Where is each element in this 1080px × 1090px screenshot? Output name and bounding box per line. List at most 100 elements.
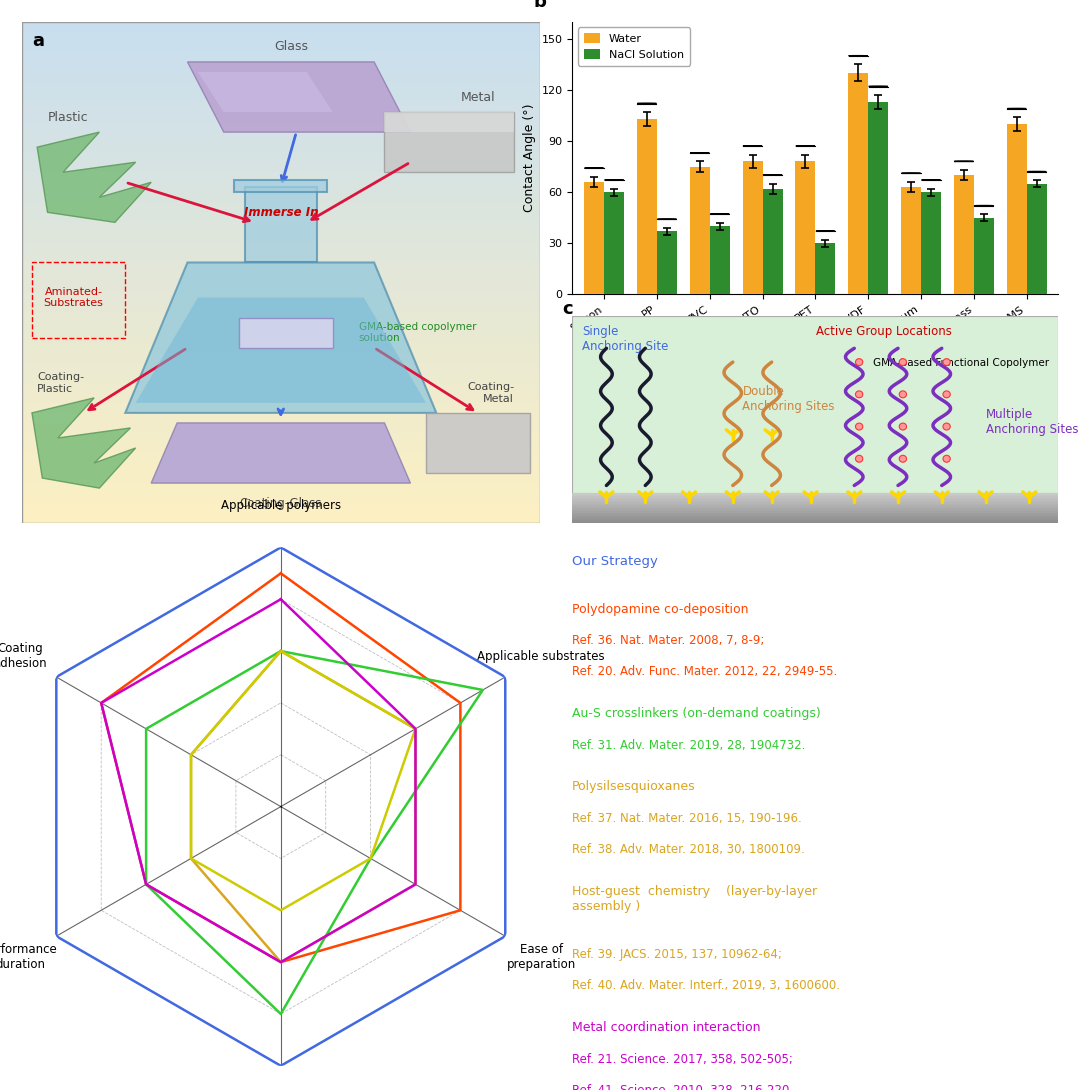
Bar (22, 413, 540, 423)
Bar (604, 192, 624, 294)
Ellipse shape (855, 359, 863, 365)
Bar (22, 253, 540, 263)
Polygon shape (37, 132, 151, 222)
Text: Ref. 36. Nat. Mater. 2008, 7, 8-9;: Ref. 36. Nat. Mater. 2008, 7, 8-9; (571, 634, 764, 647)
Text: Metal coordination interaction: Metal coordination interaction (571, 1021, 760, 1034)
Bar (22, 132, 540, 142)
Text: Aminated-
Substrates: Aminated- Substrates (43, 287, 104, 308)
Legend: Water, NaCl Solution: Water, NaCl Solution (578, 27, 690, 65)
Bar (572, 506, 1058, 507)
Bar (1027, 183, 1047, 294)
Bar (572, 500, 1058, 502)
Bar (22, 52, 540, 62)
Text: Host-guest  chemistry    (layer-by-layer
assembly ): Host-guest chemistry (layer-by-layer ass… (571, 885, 816, 913)
Text: Coating-
Metal: Coating- Metal (467, 382, 514, 403)
Ellipse shape (900, 456, 906, 462)
Polygon shape (32, 398, 136, 488)
Bar (22, 453, 540, 463)
Text: Glass: Glass (274, 40, 308, 53)
Bar (22, 313, 540, 323)
Bar (22, 112, 540, 122)
Text: Ref. 20. Adv. Func. Mater. 2012, 22, 2949-55.: Ref. 20. Adv. Func. Mater. 2012, 22, 294… (571, 665, 837, 678)
Bar (572, 496, 1058, 498)
Bar (22, 443, 540, 453)
Polygon shape (384, 112, 514, 172)
Bar (22, 353, 540, 363)
Text: Ease of
preparation: Ease of preparation (507, 943, 576, 971)
Bar (572, 511, 1058, 512)
Bar (572, 512, 1058, 514)
Bar (22, 153, 540, 162)
Bar (572, 495, 1058, 496)
Bar (572, 518, 1058, 519)
FancyBboxPatch shape (572, 316, 1058, 494)
Bar (22, 162, 540, 172)
Bar (710, 227, 730, 294)
Ellipse shape (943, 456, 950, 462)
FancyBboxPatch shape (234, 180, 327, 192)
Bar (22, 513, 540, 523)
Bar (22, 433, 540, 443)
Bar (22, 192, 540, 203)
Polygon shape (151, 423, 410, 483)
Text: Ref. 38. Adv. Mater. 2018, 30, 1800109.: Ref. 38. Adv. Mater. 2018, 30, 1800109. (571, 844, 805, 857)
Polygon shape (125, 263, 436, 413)
Bar (22, 102, 540, 112)
Bar (22, 403, 540, 413)
Bar (572, 494, 1058, 495)
Bar (22, 504, 540, 513)
Text: Our Strategy: Our Strategy (571, 556, 658, 569)
Bar (572, 516, 1058, 518)
Bar (921, 192, 941, 294)
Bar (22, 332, 540, 342)
Polygon shape (136, 298, 426, 403)
Bar (22, 483, 540, 493)
Bar (1007, 124, 1027, 294)
Text: GMA-based copolymer
solution: GMA-based copolymer solution (359, 322, 476, 343)
Text: b: b (534, 0, 546, 11)
Bar (22, 263, 540, 272)
Bar (22, 493, 540, 504)
Text: Immerse In: Immerse In (244, 206, 318, 219)
Bar (22, 242, 540, 253)
Ellipse shape (943, 423, 950, 429)
Bar (22, 383, 540, 392)
Bar (815, 243, 836, 294)
Text: Au-S crosslinkers (on-demand coatings): Au-S crosslinkers (on-demand coatings) (571, 707, 821, 720)
Bar (795, 161, 815, 294)
Text: Ref. 21. Science. 2017, 358, 502-505;: Ref. 21. Science. 2017, 358, 502-505; (571, 1053, 793, 1066)
Text: Single
Anchoring Site: Single Anchoring Site (582, 325, 669, 353)
Bar (637, 119, 657, 294)
Polygon shape (188, 62, 410, 132)
Text: Coating-
Plastic: Coating- Plastic (37, 372, 84, 393)
Bar (743, 161, 762, 294)
Text: a: a (32, 32, 44, 50)
Bar (572, 510, 1058, 511)
Bar (22, 323, 540, 332)
Text: Coating
adhesion: Coating adhesion (0, 642, 48, 670)
Bar (22, 232, 540, 242)
Ellipse shape (943, 391, 950, 398)
Bar (22, 282, 540, 292)
FancyBboxPatch shape (240, 317, 333, 348)
Polygon shape (426, 413, 529, 473)
Ellipse shape (900, 391, 906, 398)
FancyBboxPatch shape (244, 187, 318, 263)
Bar (572, 519, 1058, 520)
Ellipse shape (943, 359, 950, 365)
Ellipse shape (900, 423, 906, 429)
Polygon shape (384, 112, 514, 132)
Bar (22, 213, 540, 222)
Bar (22, 203, 540, 213)
Text: Plastic: Plastic (48, 110, 89, 123)
Bar (22, 172, 540, 182)
Bar (22, 142, 540, 153)
Bar (572, 522, 1058, 523)
Bar (22, 32, 540, 41)
Bar (22, 82, 540, 92)
Text: Coating-Glass: Coating-Glass (240, 497, 322, 510)
Bar (584, 182, 604, 294)
Text: Ref. 31. Adv. Mater. 2019, 28, 1904732.: Ref. 31. Adv. Mater. 2019, 28, 1904732. (571, 739, 805, 752)
Text: Applicable substrates: Applicable substrates (477, 650, 605, 663)
Text: Metal: Metal (460, 90, 495, 104)
